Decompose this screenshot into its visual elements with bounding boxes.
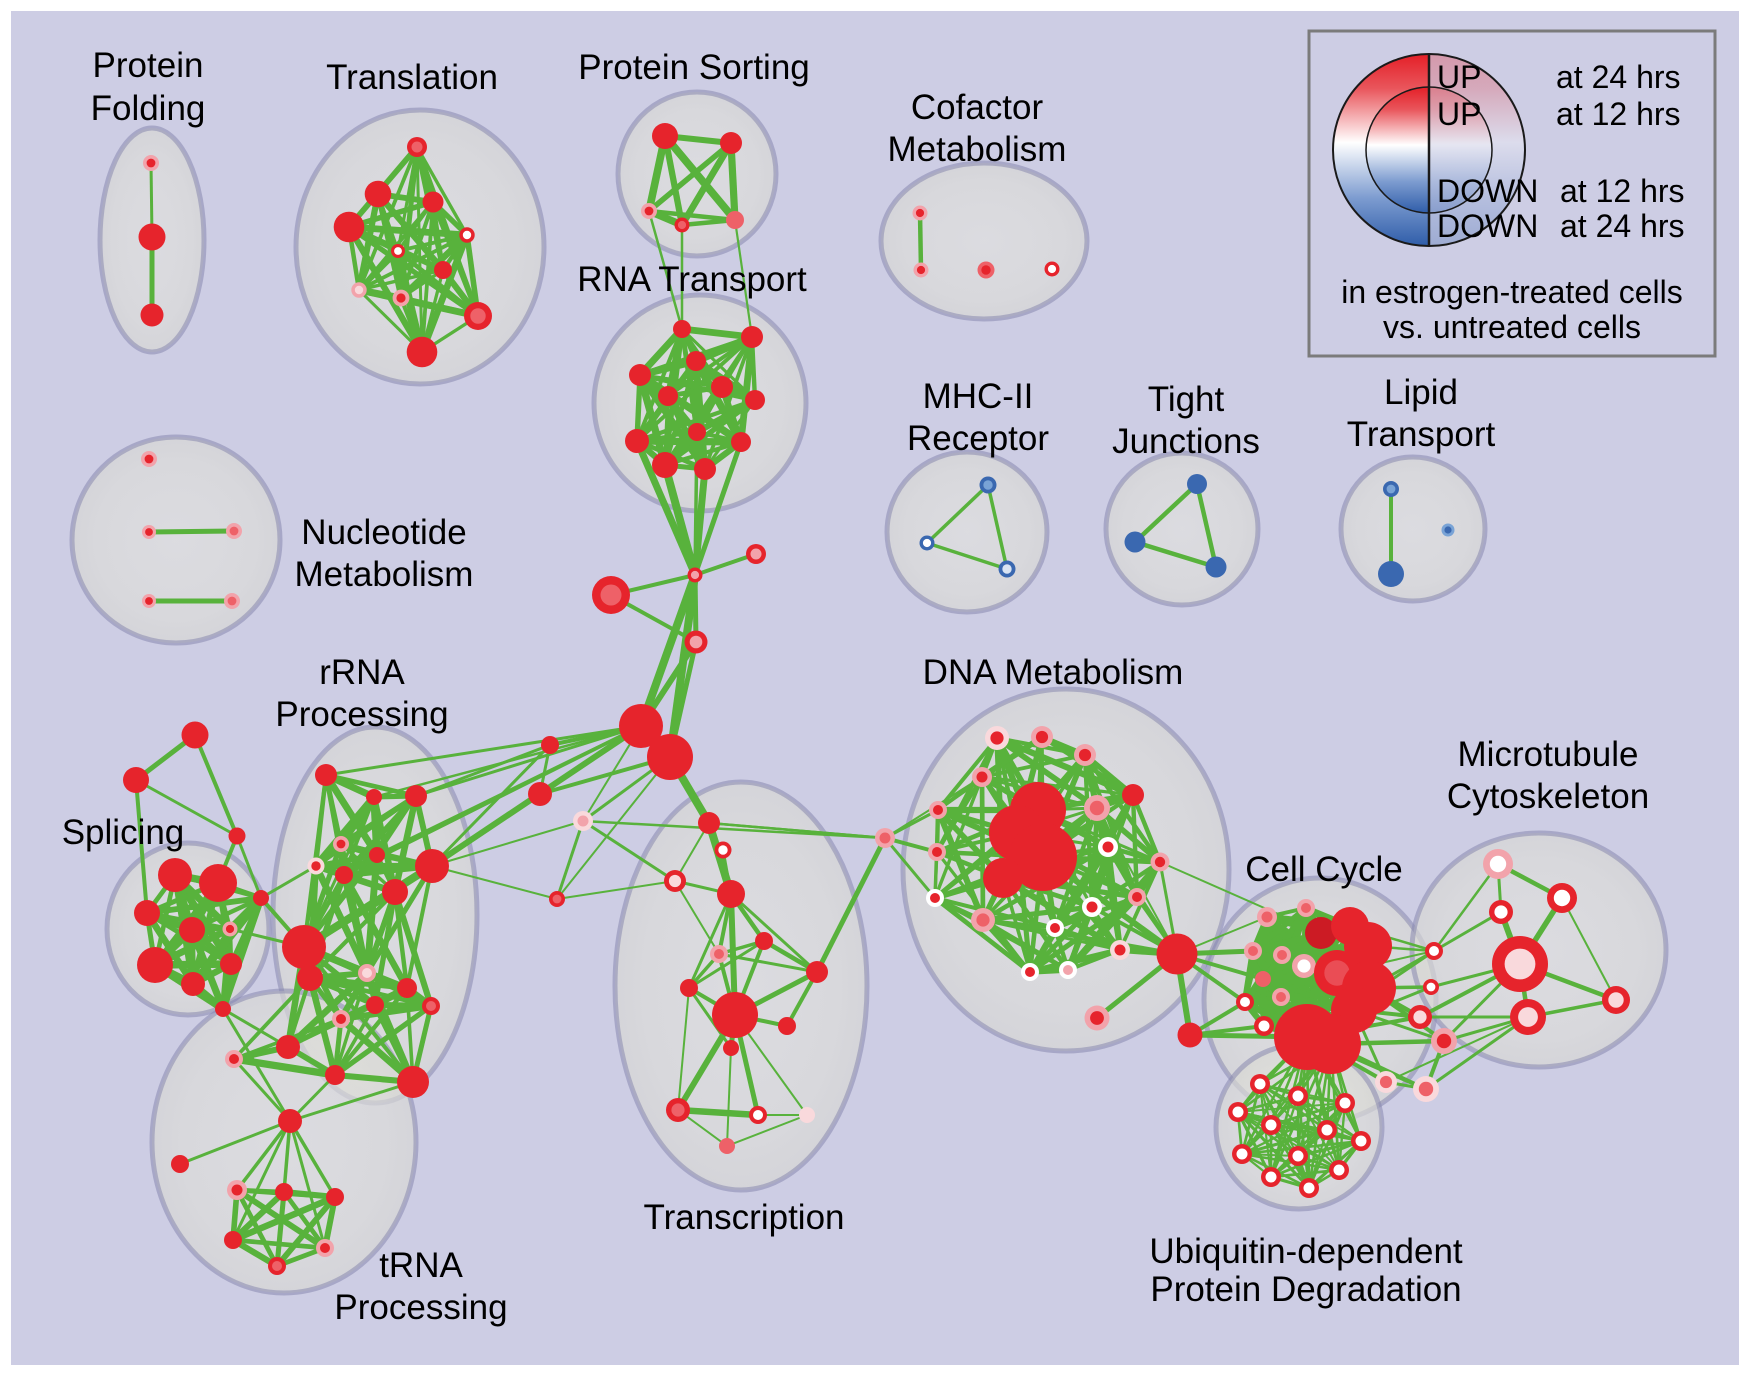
svg-text:Translation: Translation [326,58,498,97]
svg-text:vs. untreated cells: vs. untreated cells [1383,309,1641,345]
svg-text:DOWN: DOWN [1437,173,1538,209]
svg-text:UP: UP [1437,59,1481,95]
svg-text:rRNA: rRNA [319,653,405,692]
svg-text:MHC-II: MHC-II [923,377,1034,416]
svg-text:Protein Degradation: Protein Degradation [1150,1270,1461,1309]
svg-text:Ubiquitin-dependent: Ubiquitin-dependent [1149,1232,1463,1271]
svg-text:Processing: Processing [275,695,448,734]
svg-text:RNA Transport: RNA Transport [577,260,807,299]
svg-text:at 12 hrs: at 12 hrs [1560,173,1685,209]
svg-text:Transcription: Transcription [644,1198,845,1237]
svg-text:at 24 hrs: at 24 hrs [1556,59,1681,95]
svg-text:Protein Sorting: Protein Sorting [578,48,810,87]
svg-text:Microtubule: Microtubule [1458,735,1639,774]
svg-text:Cytoskeleton: Cytoskeleton [1447,777,1649,816]
svg-text:Processing: Processing [334,1288,507,1327]
svg-text:Splicing: Splicing [62,813,185,852]
svg-text:Metabolism: Metabolism [295,555,474,594]
svg-text:Transport: Transport [1347,415,1496,454]
svg-text:Cell Cycle: Cell Cycle [1245,850,1403,889]
svg-text:Receptor: Receptor [907,419,1049,458]
svg-text:at 24 hrs: at 24 hrs [1560,208,1685,244]
svg-text:Protein: Protein [93,46,204,85]
svg-text:Lipid: Lipid [1384,373,1458,412]
svg-text:tRNA: tRNA [379,1246,463,1285]
svg-text:Nucleotide: Nucleotide [301,513,466,552]
svg-text:Metabolism: Metabolism [888,130,1067,169]
svg-text:Junctions: Junctions [1112,422,1260,461]
svg-text:Folding: Folding [91,89,206,128]
svg-text:DOWN: DOWN [1437,208,1538,244]
svg-text:UP: UP [1437,96,1481,132]
svg-text:in estrogen-treated cells: in estrogen-treated cells [1341,274,1683,310]
svg-text:Tight: Tight [1148,380,1225,419]
svg-text:at 12 hrs: at 12 hrs [1556,96,1681,132]
svg-text:Cofactor: Cofactor [911,88,1044,127]
svg-text:DNA Metabolism: DNA Metabolism [923,653,1184,692]
